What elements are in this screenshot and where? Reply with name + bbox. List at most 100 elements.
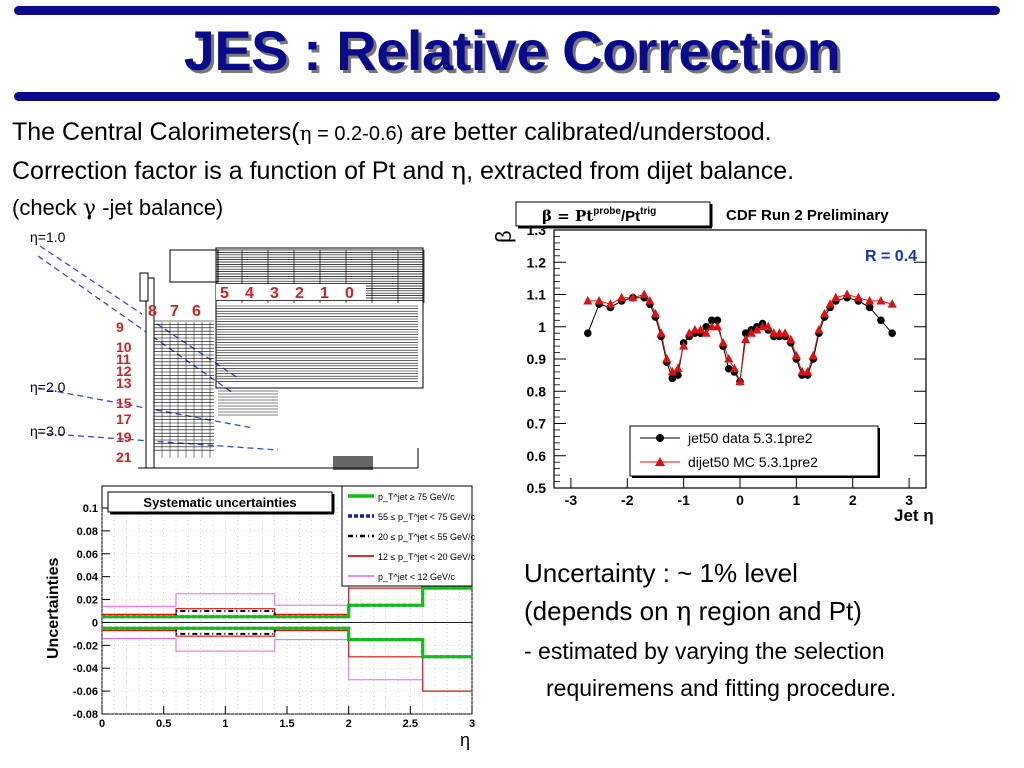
syst-ytick-label: 0.1 [83, 503, 98, 515]
syst-xtick-label: 3 [469, 718, 475, 730]
tower-label: 5 [220, 285, 229, 302]
beta-ytick-label: 1.1 [527, 287, 547, 303]
tower-label: 8 [148, 303, 157, 320]
beta-xtick-label: -2 [621, 492, 634, 508]
tower-label: 0 [345, 285, 354, 302]
mc-point [769, 328, 779, 337]
legend-data-label: jet50 data 5.3.1pre2 [687, 430, 813, 446]
title-bar-bottom [14, 92, 1000, 101]
mc-point [758, 321, 768, 331]
syst-ytick-label: -0.04 [73, 663, 99, 675]
beta-xlabel: Jet η [894, 506, 934, 525]
mc-point [741, 334, 751, 344]
mc-point [842, 289, 852, 298]
syst-xtick-label: 1.5 [279, 718, 294, 730]
data-point [865, 303, 874, 312]
beta-xtick-label: 1 [792, 492, 800, 508]
syst-ytick-label: -0.02 [73, 640, 98, 652]
syst-ytick-label: 0.04 [77, 572, 99, 584]
mc-point [774, 328, 784, 337]
syst-series [102, 553, 472, 692]
line1-a: The Central Calorimeters( [12, 118, 300, 146]
syst-legend-label: 12 ≤ p_T^jet < 20 GeV/c [378, 552, 475, 562]
line2-a: Correction factor is a function of Pt an… [12, 157, 452, 185]
data-point [888, 329, 896, 337]
line1-c: are better calibrated/understood. [403, 118, 772, 146]
beta-ytick-label: 0.7 [527, 416, 547, 432]
line2-b: , extracted from dijet balance. [466, 157, 795, 185]
mc-point [656, 328, 666, 337]
mc-point [628, 292, 638, 302]
mc-point [831, 292, 841, 302]
beta-ticks: 1.31.21.110.90.80.70.60.5-3 -2 -1 0 1 2 3 [527, 222, 926, 508]
syst-legend-label: p_T^jet ≥ 75 GeV/c [378, 492, 455, 502]
mc-point [701, 328, 711, 337]
syst-series-line [102, 586, 472, 619]
syst-xtick-label: 2.5 [403, 718, 418, 730]
syst-xlabel: η [460, 730, 470, 750]
beta-ytick-label: 0.5 [527, 480, 547, 496]
syst-series-line [102, 629, 472, 692]
mc-point [696, 324, 706, 334]
mc-point [820, 308, 830, 318]
syst-xtick-label: 0 [99, 718, 105, 730]
mc-point [712, 321, 722, 331]
beta-series [583, 289, 897, 386]
data-point [708, 316, 716, 325]
beta-xtick-label: 3 [905, 492, 913, 508]
mc-point [707, 321, 717, 331]
mc-point [814, 324, 824, 334]
mc-point [583, 295, 593, 305]
legend-data-marker [656, 434, 664, 442]
beta-chart: 1.31.21.110.90.80.70.60.5-3 -2 -1 0 1 2 3 β = … [491, 201, 934, 525]
tower-label: 2 [295, 285, 304, 302]
data-point [674, 371, 682, 379]
syst-series-line [102, 587, 472, 618]
legend-mc-marker [655, 457, 665, 466]
syst-title: Systematic uncertainties [143, 495, 296, 510]
eta-symbol: η [675, 597, 692, 627]
tower-label: 12 [116, 363, 132, 379]
eta-symbol: η [299, 121, 312, 145]
beta-xtick-label: -3 [565, 492, 578, 508]
tower-label: 11 [116, 351, 131, 367]
beta-ytick-label: 0.9 [527, 351, 547, 367]
mc-point [791, 350, 801, 360]
mc-point [752, 324, 762, 334]
mc-point [673, 363, 683, 373]
mc-point [605, 299, 615, 308]
syst-xtick-label: 0.5 [156, 718, 171, 730]
tower-label: 13 [116, 375, 132, 391]
mc-point [684, 328, 694, 337]
beta-xtick-label: -1 [677, 492, 690, 508]
line3-b: -jet balance) [96, 195, 224, 220]
mc-point [679, 341, 689, 350]
data-point [724, 364, 733, 373]
data-point [713, 316, 722, 325]
hatched-modules [153, 247, 425, 458]
mc-point [724, 354, 734, 363]
tower-label: 7 [170, 303, 179, 320]
syst-series-line [102, 627, 472, 658]
data-point [702, 322, 710, 331]
data-point [668, 374, 677, 383]
beta-ylabel: β [491, 230, 516, 243]
syst-ytick-label: 0.06 [77, 549, 98, 561]
syst-ytick-label: -0.08 [73, 709, 98, 721]
beta-ytick-label: 1.2 [527, 254, 547, 270]
syst-legend-label: 55 ≤ p_T^jet < 75 GeV/c [378, 512, 475, 522]
tower-label: 9 [116, 319, 124, 335]
mc-point [594, 295, 604, 305]
mc-point [763, 321, 773, 331]
beta-ytick-label: 0.8 [527, 383, 547, 399]
gamma-symbol: γ [82, 196, 97, 221]
mc-point [729, 363, 739, 373]
syst-xtick-label: 1 [222, 718, 228, 730]
beta-xtick-label: 2 [849, 492, 857, 508]
data-point [877, 316, 885, 325]
syst-ytick-label: 0.08 [77, 526, 98, 538]
syst-ytick-label: 0 [92, 617, 98, 629]
syst-ytick-label: 0.02 [77, 595, 98, 607]
mc-point [808, 350, 818, 360]
mc-point [667, 366, 677, 376]
